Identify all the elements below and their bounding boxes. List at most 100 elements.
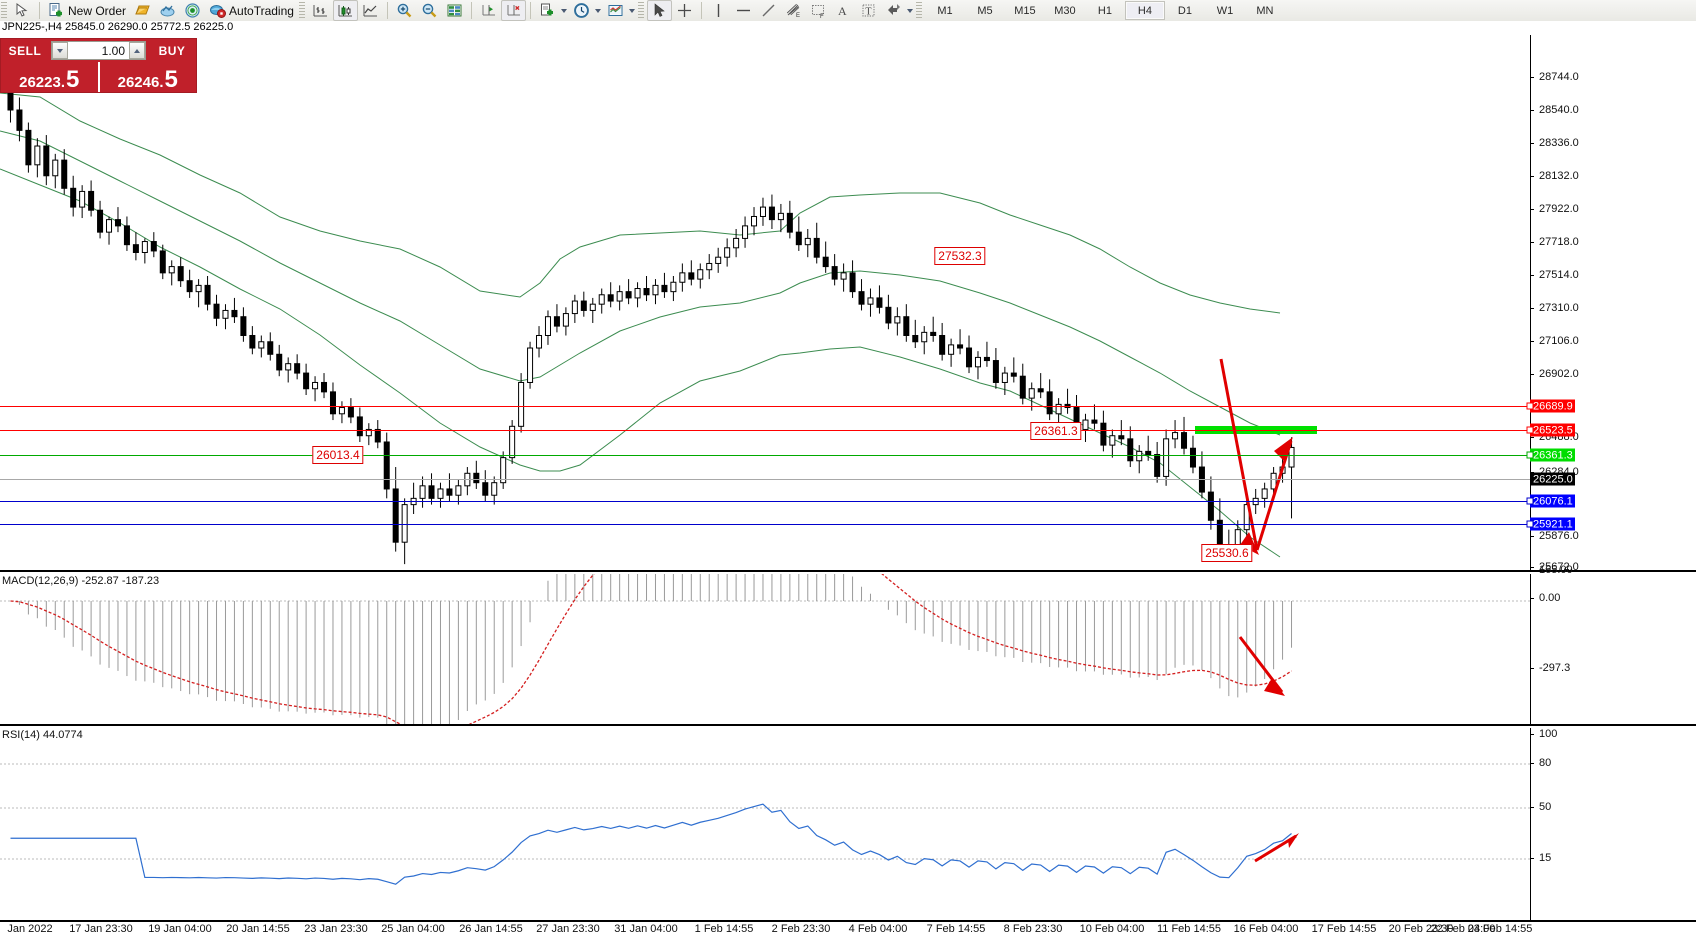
timeframe-w1[interactable]: W1	[1216, 4, 1234, 17]
timeframe-bar[interactable]: M1 M5 M15 M30 H1 H4 D1 W1 MN	[925, 1, 1285, 20]
data-grid-icon[interactable]	[442, 0, 467, 21]
period-clock-icon[interactable]	[569, 0, 594, 21]
buy-button[interactable]: BUY	[158, 43, 186, 58]
annotation-26013[interactable]: 26013.4	[312, 446, 364, 464]
target-line-25921[interactable]	[0, 524, 1530, 525]
current-price-line[interactable]	[0, 479, 1530, 480]
chart-bar-icon[interactable]	[308, 0, 333, 21]
auto-scroll-icon[interactable]	[500, 0, 526, 21]
autotrading-button[interactable]: AutoTrading	[205, 0, 298, 21]
volume-decrement-button[interactable]	[52, 42, 68, 59]
toolbar-grip-4[interactable]	[915, 2, 922, 19]
one-click-trading-panel[interactable]: SELL 1.00 BUY 26223 . 5 26246 . 5	[0, 38, 197, 93]
rsi-pane[interactable]	[0, 728, 1530, 924]
templates-dropdown-arrow-icon[interactable]	[628, 2, 637, 19]
sell-button[interactable]: SELL	[8, 43, 42, 58]
zoom-out-icon[interactable]	[417, 0, 442, 21]
cursor-arrow-icon[interactable]	[10, 0, 35, 21]
macd-scale[interactable]: 165.00 0.00 -297.3	[1530, 564, 1696, 724]
oct-controls-row[interactable]: SELL 1.00 BUY	[1, 39, 196, 62]
candle-body	[786, 212, 793, 233]
candle-body	[912, 334, 919, 343]
crosshair-icon[interactable]	[672, 0, 697, 21]
timeframe-d1[interactable]: D1	[1177, 4, 1192, 17]
navigator-icon[interactable]	[180, 0, 205, 21]
arrows-dropdown-arrow-icon[interactable]	[906, 2, 915, 19]
templates-icon[interactable]	[603, 0, 628, 21]
price-pane[interactable]	[0, 35, 1530, 570]
zoom-in-icon[interactable]	[392, 0, 417, 21]
axis-tick	[1530, 374, 1534, 375]
support-line-26361-tag[interactable]: 26361.3	[1530, 448, 1575, 462]
resistance-line-26523-handle[interactable]	[1526, 426, 1534, 434]
text-label-icon[interactable]: A	[831, 0, 856, 21]
arrows-icon[interactable]	[881, 0, 906, 21]
buy-price[interactable]: 26246 . 5	[100, 62, 197, 92]
toolbar-grip[interactable]	[1, 2, 7, 19]
indicators-icon[interactable]	[535, 0, 560, 21]
folder-icon[interactable]	[130, 0, 155, 21]
timeframe-m5[interactable]: M5	[977, 4, 993, 17]
vertical-line-icon[interactable]	[706, 0, 731, 21]
target-line-26076-handle[interactable]	[1526, 497, 1534, 505]
axis-tick	[1530, 763, 1534, 764]
annotation-25530[interactable]: 25530.6	[1201, 544, 1253, 562]
resistance-line-26689-tag[interactable]: 26689.9	[1530, 399, 1575, 413]
horizontal-line-icon[interactable]	[731, 0, 756, 21]
shift-end-icon[interactable]	[476, 0, 501, 21]
timeframe-h4[interactable]: H4	[1124, 1, 1165, 20]
rsi-axis-line	[1530, 728, 1531, 924]
resistance-line-26689-handle[interactable]	[1526, 402, 1534, 410]
timeframe-m1[interactable]: M1	[937, 4, 953, 17]
toolbar-grip-2[interactable]	[298, 2, 305, 19]
support-line-26361-handle[interactable]	[1526, 451, 1534, 459]
candle-body	[428, 485, 435, 499]
volume-input[interactable]: 1.00	[51, 41, 146, 60]
price-scale[interactable]: 28744.0 28540.0 28336.0 28132.0 27922.0 27718…	[1530, 35, 1696, 602]
indicators-dropdown-arrow-icon[interactable]	[560, 2, 569, 19]
drawn-arrow-rsi[interactable]	[1254, 833, 1299, 863]
chart-container[interactable]: 28744.0 28540.0 28336.0 28132.0 27922.0 27718…	[0, 35, 1696, 938]
timeframe-m30[interactable]: M30	[1054, 4, 1076, 17]
data-window-icon[interactable]	[155, 0, 180, 21]
trendline-icon[interactable]	[756, 0, 781, 21]
current-price-line-tag[interactable]: 26225.0	[1530, 472, 1575, 486]
target-line-26076[interactable]	[0, 501, 1530, 502]
target-line-25921-tag[interactable]: 25921.1	[1530, 517, 1575, 531]
annotation-27532[interactable]: 27532.3	[934, 247, 986, 265]
volume-value[interactable]: 1.00	[101, 43, 125, 58]
candlestick-series	[7, 69, 1295, 565]
main-toolbar[interactable]: New Order AutoTrading	[0, 0, 1696, 22]
symbol-ohlc-text: JPN225-,H4 25845.0 26290.0 25772.5 26225…	[2, 21, 234, 33]
drawn-arrow-macd[interactable]	[1238, 636, 1285, 696]
sell-price[interactable]: 26223 . 5	[1, 62, 98, 92]
rsi-scale[interactable]: 100 80 50 15	[1530, 728, 1696, 924]
new-order-button[interactable]: New Order	[44, 0, 130, 21]
timeframe-mn[interactable]: MN	[1256, 4, 1274, 17]
support-line-26361[interactable]	[0, 455, 1530, 456]
candle-body	[159, 250, 166, 274]
target-line-25921-handle[interactable]	[1526, 520, 1534, 528]
resistance-line-26689[interactable]	[0, 406, 1530, 407]
time-axis[interactable]: Jan 2022 17 Jan 23:30 19 Jan 04:00 20 Jan 1…	[0, 922, 1696, 938]
timeframe-h1[interactable]: H1	[1097, 4, 1112, 17]
period-dropdown-arrow-icon[interactable]	[594, 2, 603, 19]
toolbar-grip-3[interactable]	[637, 2, 644, 19]
resistance-line-26523[interactable]	[0, 430, 1530, 431]
bollinger-lower-band	[0, 168, 1281, 558]
target-line-26076-tag[interactable]: 26076.1	[1530, 494, 1575, 508]
cursor-icon[interactable]	[646, 0, 672, 21]
fibo-icon[interactable]: E	[781, 0, 806, 21]
timeframe-m15[interactable]: M15	[1014, 4, 1036, 17]
resistance-line-26523-tag[interactable]: 26523.5	[1530, 423, 1575, 437]
channel-icon[interactable]: F	[806, 0, 831, 21]
annotation-26361[interactable]: 26361.3	[1030, 422, 1082, 440]
candle-body	[52, 159, 59, 177]
drawn-arrow-down[interactable]	[1219, 358, 1259, 555]
chart-candle-icon[interactable]	[332, 0, 358, 21]
macd-pane[interactable]	[0, 574, 1530, 724]
axis-tick-label: 27514.0	[1539, 269, 1579, 281]
chart-line-icon[interactable]	[358, 0, 383, 21]
text-box-icon[interactable]: T	[856, 0, 881, 21]
volume-increment-button[interactable]	[129, 42, 145, 59]
